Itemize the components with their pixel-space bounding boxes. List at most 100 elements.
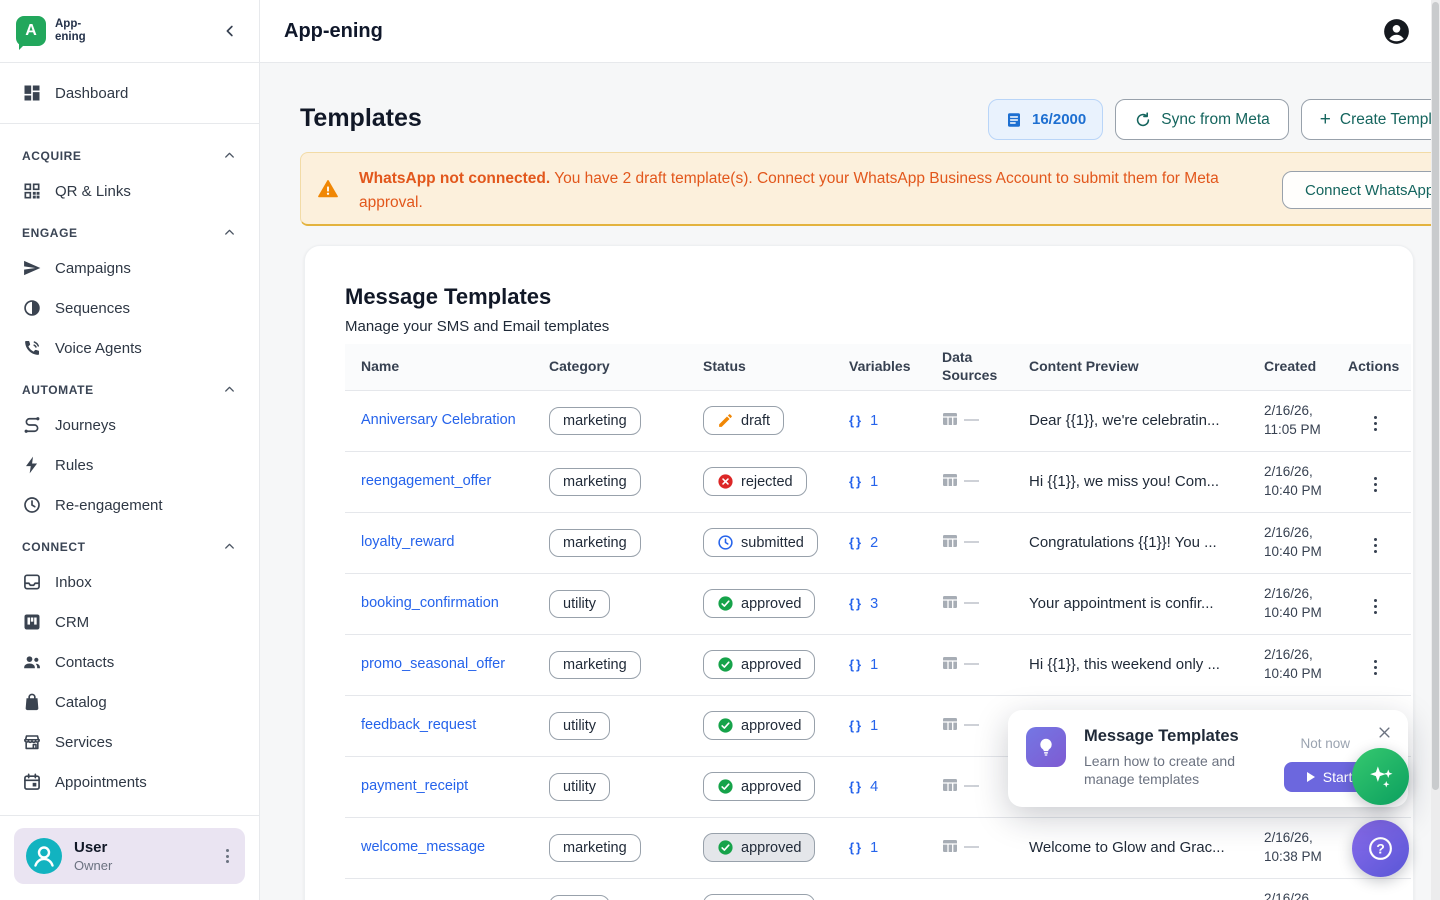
popup-title: Message Templates — [1084, 727, 1239, 745]
scrollbar-thumb[interactable] — [1432, 2, 1439, 790]
sidebar-item-contacts[interactable]: Contacts — [12, 642, 247, 682]
variables-count[interactable]: {} 1 — [849, 717, 879, 734]
template-name-link[interactable]: reengagement_offer — [361, 472, 492, 489]
chevron-up-icon — [225, 386, 234, 392]
not-now-button[interactable]: Not now — [1300, 736, 1350, 751]
templates-table: Name Category Status Variables Data Sour… — [345, 344, 1411, 900]
category-badge: marketing — [549, 406, 641, 435]
sync-from-meta-button[interactable]: Sync from Meta — [1115, 99, 1289, 140]
data-sources-cell: — — [942, 594, 979, 611]
dashboard-icon — [24, 85, 40, 101]
row-actions-menu[interactable] — [1370, 473, 1381, 496]
content-preview: Your appointment is confir... — [1029, 595, 1214, 612]
created-date: 2/16/26, 10:38 PM — [1264, 829, 1322, 864]
people-icon — [24, 656, 40, 669]
ai-assistant-fab[interactable] — [1352, 748, 1409, 805]
template-name-link[interactable]: booking_confirmation — [361, 594, 499, 611]
sidebar-item-crm[interactable]: CRM — [12, 602, 247, 642]
user-name: User — [74, 839, 108, 856]
connect-whatsapp-button[interactable]: Connect WhatsApp — [1282, 171, 1440, 209]
braces-icon: {} — [849, 657, 864, 672]
help-fab[interactable]: ? — [1352, 820, 1409, 877]
sidebar-item-appointments[interactable]: Appointments — [12, 762, 247, 802]
category-badge: utility — [549, 772, 611, 801]
created-date: 2/16/26, 10:40 PM — [1264, 463, 1322, 498]
table-header-row: Name Category Status Variables Data Sour… — [345, 344, 1411, 390]
banner-message: WhatsApp not connected. You have 2 draft… — [359, 170, 1219, 212]
send-icon — [24, 260, 41, 276]
created-date: 2/16/26, 11:05 PM — [1264, 402, 1321, 437]
table-icon — [943, 596, 957, 609]
content-preview: Congratulations {{1}}! You ... — [1029, 534, 1217, 551]
phone-icon — [25, 341, 39, 355]
template-name-link[interactable]: feedback_request — [361, 716, 477, 733]
account-avatar-icon[interactable] — [1383, 18, 1410, 45]
check-circle-icon — [718, 840, 733, 855]
col-actions: Actions — [1340, 344, 1411, 390]
variables-count[interactable]: {} 4 — [849, 778, 879, 795]
row-actions-menu[interactable] — [1370, 595, 1381, 618]
col-status: Status — [695, 344, 841, 390]
status-badge: approved — [703, 711, 816, 740]
variables-count[interactable]: {} 3 — [849, 595, 879, 612]
category-badge: marketing — [549, 528, 641, 557]
content-preview: Hi {{1}}, this weekend only ... — [1029, 656, 1220, 673]
braces-icon: {} — [849, 779, 864, 794]
col-content-preview: Content Preview — [1021, 344, 1256, 390]
sidebar-item-campaigns[interactable]: Campaigns — [12, 248, 247, 288]
lightbulb-icon — [1026, 727, 1066, 767]
template-name-link[interactable]: Anniversary Celebration — [361, 411, 516, 428]
template-name-link[interactable]: loyalty_reward — [361, 533, 455, 550]
table-icon — [943, 779, 957, 792]
table-row: welcome_message marketing approved {} 1 —… — [345, 817, 1411, 878]
calendar-icon — [24, 773, 40, 790]
user-card[interactable]: User Owner — [14, 828, 245, 884]
section-connect[interactable]: CONNECT — [12, 525, 247, 562]
table-row: payment_receipt utility approved {} 4 — — [345, 756, 1411, 817]
template-name-link[interactable]: promo_seasonal_offer — [361, 655, 506, 672]
user-menu-icon[interactable] — [222, 845, 233, 867]
popup-body: Learn how to create and manage templates — [1084, 753, 1235, 788]
sidebar-item-voice-agents[interactable]: Voice Agents — [12, 328, 247, 368]
sidebar-item-sequences[interactable]: Sequences — [12, 288, 247, 328]
table-icon — [943, 718, 957, 731]
sidebar-item-reengagement[interactable]: Re-engagement — [12, 485, 247, 525]
create-template-button[interactable]: + Create Template — [1300, 99, 1440, 140]
status-badge: approved — [703, 833, 816, 862]
sidebar-item-catalog[interactable]: Catalog — [12, 682, 247, 722]
row-actions-menu[interactable] — [1370, 656, 1381, 679]
sidebar-item-inbox[interactable]: Inbox — [12, 562, 247, 602]
created-date: 2/16/26, 10:40 PM — [1264, 646, 1322, 681]
app-logo[interactable]: A App-ening — [16, 16, 95, 50]
sequences-icon — [24, 300, 40, 316]
sidebar-item-rules[interactable]: Rules — [12, 445, 247, 485]
data-sources-cell: — — [942, 655, 979, 672]
variables-count[interactable]: {} 1 — [849, 473, 879, 490]
sidebar-item-journeys[interactable]: Journeys — [12, 405, 247, 445]
section-acquire[interactable]: ACQUIRE — [12, 134, 247, 171]
variables-count[interactable]: {} 1 — [849, 656, 879, 673]
template-name-link[interactable]: payment_receipt — [361, 777, 469, 794]
quota-badge[interactable]: 16/2000 — [988, 99, 1104, 140]
sidebar-item-services[interactable]: Services — [12, 722, 247, 762]
scrollbar-track[interactable] — [1431, 0, 1440, 900]
braces-icon: {} — [849, 413, 864, 428]
collapse-sidebar-icon[interactable] — [221, 22, 239, 40]
variables-count[interactable]: {} 1 — [849, 412, 879, 429]
category-badge: utility — [549, 589, 611, 618]
templates-heading: Templates — [300, 104, 422, 132]
section-automate[interactable]: AUTOMATE — [12, 368, 247, 405]
created-date: 2/16/26, 10:40 PM — [1264, 585, 1322, 620]
variables-count[interactable]: {} 1 — [849, 839, 879, 856]
row-actions-menu[interactable] — [1370, 534, 1381, 557]
status-badge: approved — [703, 650, 816, 679]
variables-count[interactable]: {} 2 — [849, 534, 879, 551]
row-actions-menu[interactable] — [1370, 412, 1381, 435]
sidebar-item-dashboard[interactable]: Dashboard — [12, 73, 247, 113]
template-name-link[interactable]: welcome_message — [361, 838, 486, 855]
sidebar-item-qr-links[interactable]: QR & Links — [12, 171, 247, 211]
topbar: App-ening — [260, 0, 1440, 63]
section-engage[interactable]: ENGAGE — [12, 211, 247, 248]
close-icon[interactable] — [1375, 723, 1394, 742]
col-variables: Variables — [841, 344, 934, 390]
